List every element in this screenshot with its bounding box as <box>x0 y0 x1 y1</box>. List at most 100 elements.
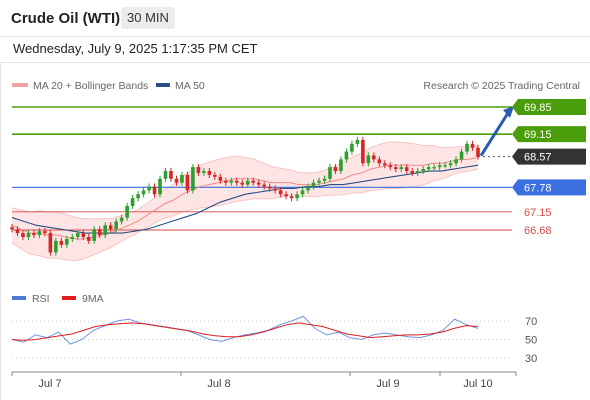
candle-body <box>476 147 480 157</box>
candle-body <box>339 159 343 172</box>
candle-body <box>141 190 146 195</box>
candle-body <box>15 229 20 234</box>
candle-body <box>97 229 102 236</box>
level-label-67.78: 67.78 <box>524 182 552 194</box>
candle-body <box>75 233 80 237</box>
candle-body <box>147 186 151 191</box>
candle-body <box>125 205 129 218</box>
x-tick-label: Jul 9 <box>376 378 399 390</box>
candle-body <box>10 227 14 230</box>
candle-body <box>43 231 47 234</box>
candle-body <box>207 171 212 175</box>
level-label-66.68: 66.68 <box>524 225 552 237</box>
credit-text: Research © 2025 Trading Central <box>423 80 580 92</box>
instrument-title: Crude Oil (WTI) <box>11 10 121 27</box>
candle-body <box>426 167 431 170</box>
candle-body <box>191 167 195 191</box>
candle-body <box>70 236 75 239</box>
candle-body <box>317 180 321 183</box>
level-tag-69.85 <box>512 99 586 115</box>
rsi-legend-label: RSI <box>32 293 50 305</box>
candle-body <box>350 143 354 152</box>
candle-body <box>388 165 393 168</box>
candle-body <box>202 171 206 173</box>
rsi-level-label: 50 <box>525 335 537 347</box>
candle-body <box>136 194 140 199</box>
candle-body <box>262 184 266 187</box>
candle-body <box>32 233 36 236</box>
timeframe-badge[interactable]: 30 MIN <box>121 7 175 29</box>
candle-body <box>459 151 464 160</box>
candle-body <box>26 233 31 237</box>
candle-body <box>180 174 184 183</box>
candle-body <box>328 167 332 179</box>
chart-header: Crude Oil (WTI) 30 MIN <box>0 0 590 37</box>
candle-body <box>21 233 25 237</box>
level-label-67.15: 67.15 <box>524 207 552 219</box>
candle-body <box>169 171 173 179</box>
candle-body <box>306 186 310 191</box>
x-tick-label: Jul 8 <box>207 378 230 390</box>
ma50-legend-swatch <box>156 83 170 87</box>
rsi-line <box>11 315 479 345</box>
ma50-line <box>11 164 479 234</box>
candle-body <box>174 178 179 183</box>
candle-body <box>48 233 53 253</box>
bollinger-band-area <box>12 141 478 261</box>
candle-body <box>251 180 256 183</box>
candle-body <box>245 180 250 185</box>
level-tag-67.78 <box>512 179 586 196</box>
rsi-level-label: 30 <box>525 353 537 365</box>
ma20-legend-label: MA 20 + Bollinger Bands <box>33 80 148 92</box>
forecast-arrow-shaft <box>479 112 510 157</box>
candle-body <box>185 174 190 191</box>
rsi-ma-legend-label: 9MA <box>82 293 104 305</box>
rsi-level-label: 70 <box>525 316 537 328</box>
candle-body <box>256 182 261 185</box>
candle-body <box>383 163 387 166</box>
candle-body <box>284 194 288 197</box>
candle-body <box>366 155 371 164</box>
forecast-arrow-head <box>503 106 514 118</box>
candle-body <box>344 151 349 160</box>
ma50-legend-label: MA 50 <box>175 80 205 92</box>
candle-body <box>322 178 327 181</box>
candle-body <box>361 139 365 164</box>
candle-body <box>421 169 425 172</box>
candle-body <box>355 139 360 144</box>
candle-body <box>393 167 398 170</box>
bollinger-lower-line <box>11 168 479 262</box>
candle-body <box>377 159 382 164</box>
candle-body <box>278 190 283 195</box>
candle-body <box>437 165 442 168</box>
bollinger-upper-line <box>11 141 479 220</box>
rsi-ma-legend-swatch <box>62 296 76 300</box>
candle-body <box>372 155 376 160</box>
candle-body <box>229 180 234 183</box>
candle-body <box>114 221 118 230</box>
candle-body <box>234 180 239 183</box>
candle-body <box>267 186 272 189</box>
candle-body <box>404 167 409 172</box>
candle-body <box>454 159 458 164</box>
candle-body <box>295 194 299 199</box>
candle-body <box>289 196 294 199</box>
candle-body <box>399 167 404 170</box>
candle-body <box>163 171 168 179</box>
level-label-69.85: 69.85 <box>524 102 552 114</box>
candle-body <box>470 143 475 148</box>
candle-body <box>300 190 305 195</box>
candle-body <box>415 171 420 173</box>
candle-body <box>92 229 97 241</box>
candle-body <box>152 186 157 195</box>
chart-frame <box>0 62 590 400</box>
level-tag-68.57 <box>512 148 586 165</box>
candle-body <box>54 240 58 253</box>
rsi-ma-line <box>11 322 479 341</box>
candle-body <box>465 143 469 152</box>
candle-body <box>224 180 228 183</box>
candle-body <box>103 225 107 236</box>
candle-body <box>108 225 113 230</box>
datetime-label: Wednesday, July 9, 2025 1:17:35 PM CET <box>13 41 258 56</box>
